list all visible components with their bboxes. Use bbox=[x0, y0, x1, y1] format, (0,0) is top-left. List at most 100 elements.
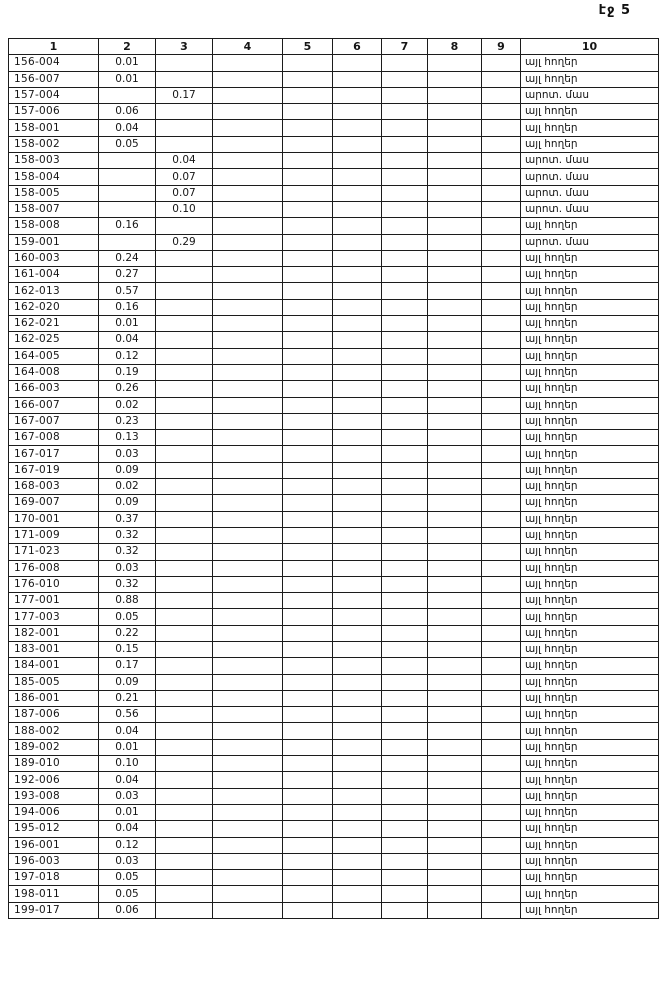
parcel-id-cell: 168-003 bbox=[8, 478, 99, 496]
value-cell-col9 bbox=[481, 869, 521, 887]
table-row: 158-004 0.07 արոտ. մաս bbox=[8, 168, 659, 186]
value-cell-col9 bbox=[481, 70, 521, 88]
parcel-id-cell: 192-006 bbox=[8, 771, 99, 789]
value-cell-col2: 0.16 bbox=[98, 217, 156, 235]
parcel-id-cell: 199-017 bbox=[8, 901, 99, 920]
value-cell-col2: 0.16 bbox=[98, 298, 156, 317]
parcel-id-cell: 158-005 bbox=[8, 184, 99, 202]
value-cell-col6 bbox=[332, 200, 382, 219]
value-cell-col4 bbox=[212, 494, 283, 512]
parcel-id-cell: 195-012 bbox=[8, 820, 99, 838]
table-row: 192-006 0.04 այլ հողեր bbox=[8, 771, 659, 789]
value-cell-col8 bbox=[427, 640, 482, 659]
table-row: 166-007 0.02 այլ հողեր bbox=[8, 396, 659, 414]
value-cell-col9 bbox=[481, 200, 521, 219]
value-cell-col3 bbox=[155, 135, 213, 154]
value-cell-col8 bbox=[427, 103, 482, 121]
value-cell-col5 bbox=[282, 803, 333, 822]
value-cell-col9 bbox=[481, 640, 521, 659]
land-type-cell: այլ հողեր bbox=[520, 901, 659, 920]
value-cell-col8 bbox=[427, 380, 482, 398]
value-cell-col4 bbox=[212, 86, 283, 105]
value-cell-col5 bbox=[282, 282, 333, 300]
value-cell-col9 bbox=[481, 624, 521, 642]
column-header-2: 2 bbox=[98, 37, 156, 56]
value-cell-col6 bbox=[332, 298, 382, 317]
value-cell-col6 bbox=[332, 803, 382, 822]
value-cell-col5 bbox=[282, 168, 333, 186]
parcel-id-cell: 164-005 bbox=[8, 347, 99, 365]
table-row: 194-006 0.01 այլ հողեր bbox=[8, 803, 659, 822]
parcel-id-cell: 176-010 bbox=[8, 575, 99, 594]
value-cell-col2: 0.01 bbox=[98, 70, 156, 88]
value-cell-col2 bbox=[98, 200, 156, 219]
value-cell-col6 bbox=[332, 836, 382, 854]
value-cell-col5 bbox=[282, 347, 333, 365]
land-type-cell: այլ հողեր bbox=[520, 543, 659, 561]
value-cell-col7 bbox=[381, 885, 428, 903]
value-cell-col2: 0.06 bbox=[98, 103, 156, 121]
land-type-cell: այլ հողեր bbox=[520, 461, 659, 480]
value-cell-col2: 0.17 bbox=[98, 657, 156, 675]
value-cell-col3 bbox=[155, 396, 213, 414]
land-type-cell: այլ հողեր bbox=[520, 820, 659, 838]
table-row: 162-013 0.57 այլ հողեր bbox=[8, 282, 659, 300]
value-cell-col4 bbox=[212, 282, 283, 300]
table-row: 160-003 0.24 այլ հողեր bbox=[8, 249, 659, 268]
value-cell-col5 bbox=[282, 722, 333, 740]
value-cell-col7 bbox=[381, 689, 428, 708]
table-body: 156-004 0.01 այլ հողեր 156-007 0.01 այլ հողեր… bbox=[8, 54, 659, 920]
value-cell-col5 bbox=[282, 119, 333, 137]
value-cell-col2: 0.01 bbox=[98, 738, 156, 757]
value-cell-col7 bbox=[381, 624, 428, 642]
value-cell-col6 bbox=[332, 445, 382, 463]
table-row: 187-006 0.56 այլ հողեր bbox=[8, 706, 659, 724]
value-cell-col8 bbox=[427, 233, 482, 251]
value-cell-col2: 0.26 bbox=[98, 380, 156, 398]
value-cell-col5 bbox=[282, 445, 333, 463]
table-row: 177-003 0.05 այլ հողեր bbox=[8, 608, 659, 626]
land-type-cell: այլ հողեր bbox=[520, 298, 659, 317]
value-cell-col5 bbox=[282, 543, 333, 561]
value-cell-col6 bbox=[332, 380, 382, 398]
value-cell-col7 bbox=[381, 217, 428, 235]
value-cell-col7 bbox=[381, 592, 428, 610]
value-cell-col8 bbox=[427, 282, 482, 300]
value-cell-col6 bbox=[332, 852, 382, 871]
value-cell-col3 bbox=[155, 755, 213, 773]
table-row: 156-007 0.01 այլ հողեր bbox=[8, 70, 659, 88]
value-cell-col3 bbox=[155, 298, 213, 317]
value-cell-col7 bbox=[381, 135, 428, 154]
value-cell-col4 bbox=[212, 820, 283, 838]
table-row: 158-003 0.04 արոտ. մաս bbox=[8, 152, 659, 170]
land-type-cell: այլ հողեր bbox=[520, 412, 659, 431]
page-number-label: էջ 5 bbox=[598, 3, 631, 18]
value-cell-col8 bbox=[427, 347, 482, 365]
value-cell-col9 bbox=[481, 380, 521, 398]
value-cell-col9 bbox=[481, 657, 521, 675]
value-cell-col7 bbox=[381, 657, 428, 675]
value-cell-col6 bbox=[332, 608, 382, 626]
value-cell-col7 bbox=[381, 184, 428, 202]
value-cell-col8 bbox=[427, 901, 482, 920]
table-row: 162-020 0.16 այլ հողեր bbox=[8, 298, 659, 317]
value-cell-col4 bbox=[212, 200, 283, 219]
value-cell-col3 bbox=[155, 103, 213, 121]
value-cell-col8 bbox=[427, 592, 482, 610]
value-cell-col2: 0.05 bbox=[98, 608, 156, 626]
value-cell-col6 bbox=[332, 217, 382, 235]
value-cell-col6 bbox=[332, 233, 382, 251]
value-cell-col2: 0.04 bbox=[98, 722, 156, 740]
value-cell-col4 bbox=[212, 103, 283, 121]
land-type-cell: արոտ. մաս bbox=[520, 152, 659, 170]
value-cell-col5 bbox=[282, 200, 333, 219]
value-cell-col2: 0.03 bbox=[98, 852, 156, 871]
value-cell-col5 bbox=[282, 396, 333, 414]
land-type-cell: այլ հողեր bbox=[520, 673, 659, 691]
column-header-8: 8 bbox=[427, 37, 482, 56]
parcel-id-cell: 176-008 bbox=[8, 559, 99, 577]
land-type-cell: այլ հողեր bbox=[520, 217, 659, 235]
parcel-id-cell: 166-003 bbox=[8, 380, 99, 398]
value-cell-col2: 0.02 bbox=[98, 478, 156, 496]
land-type-cell: այլ հողեր bbox=[520, 266, 659, 284]
